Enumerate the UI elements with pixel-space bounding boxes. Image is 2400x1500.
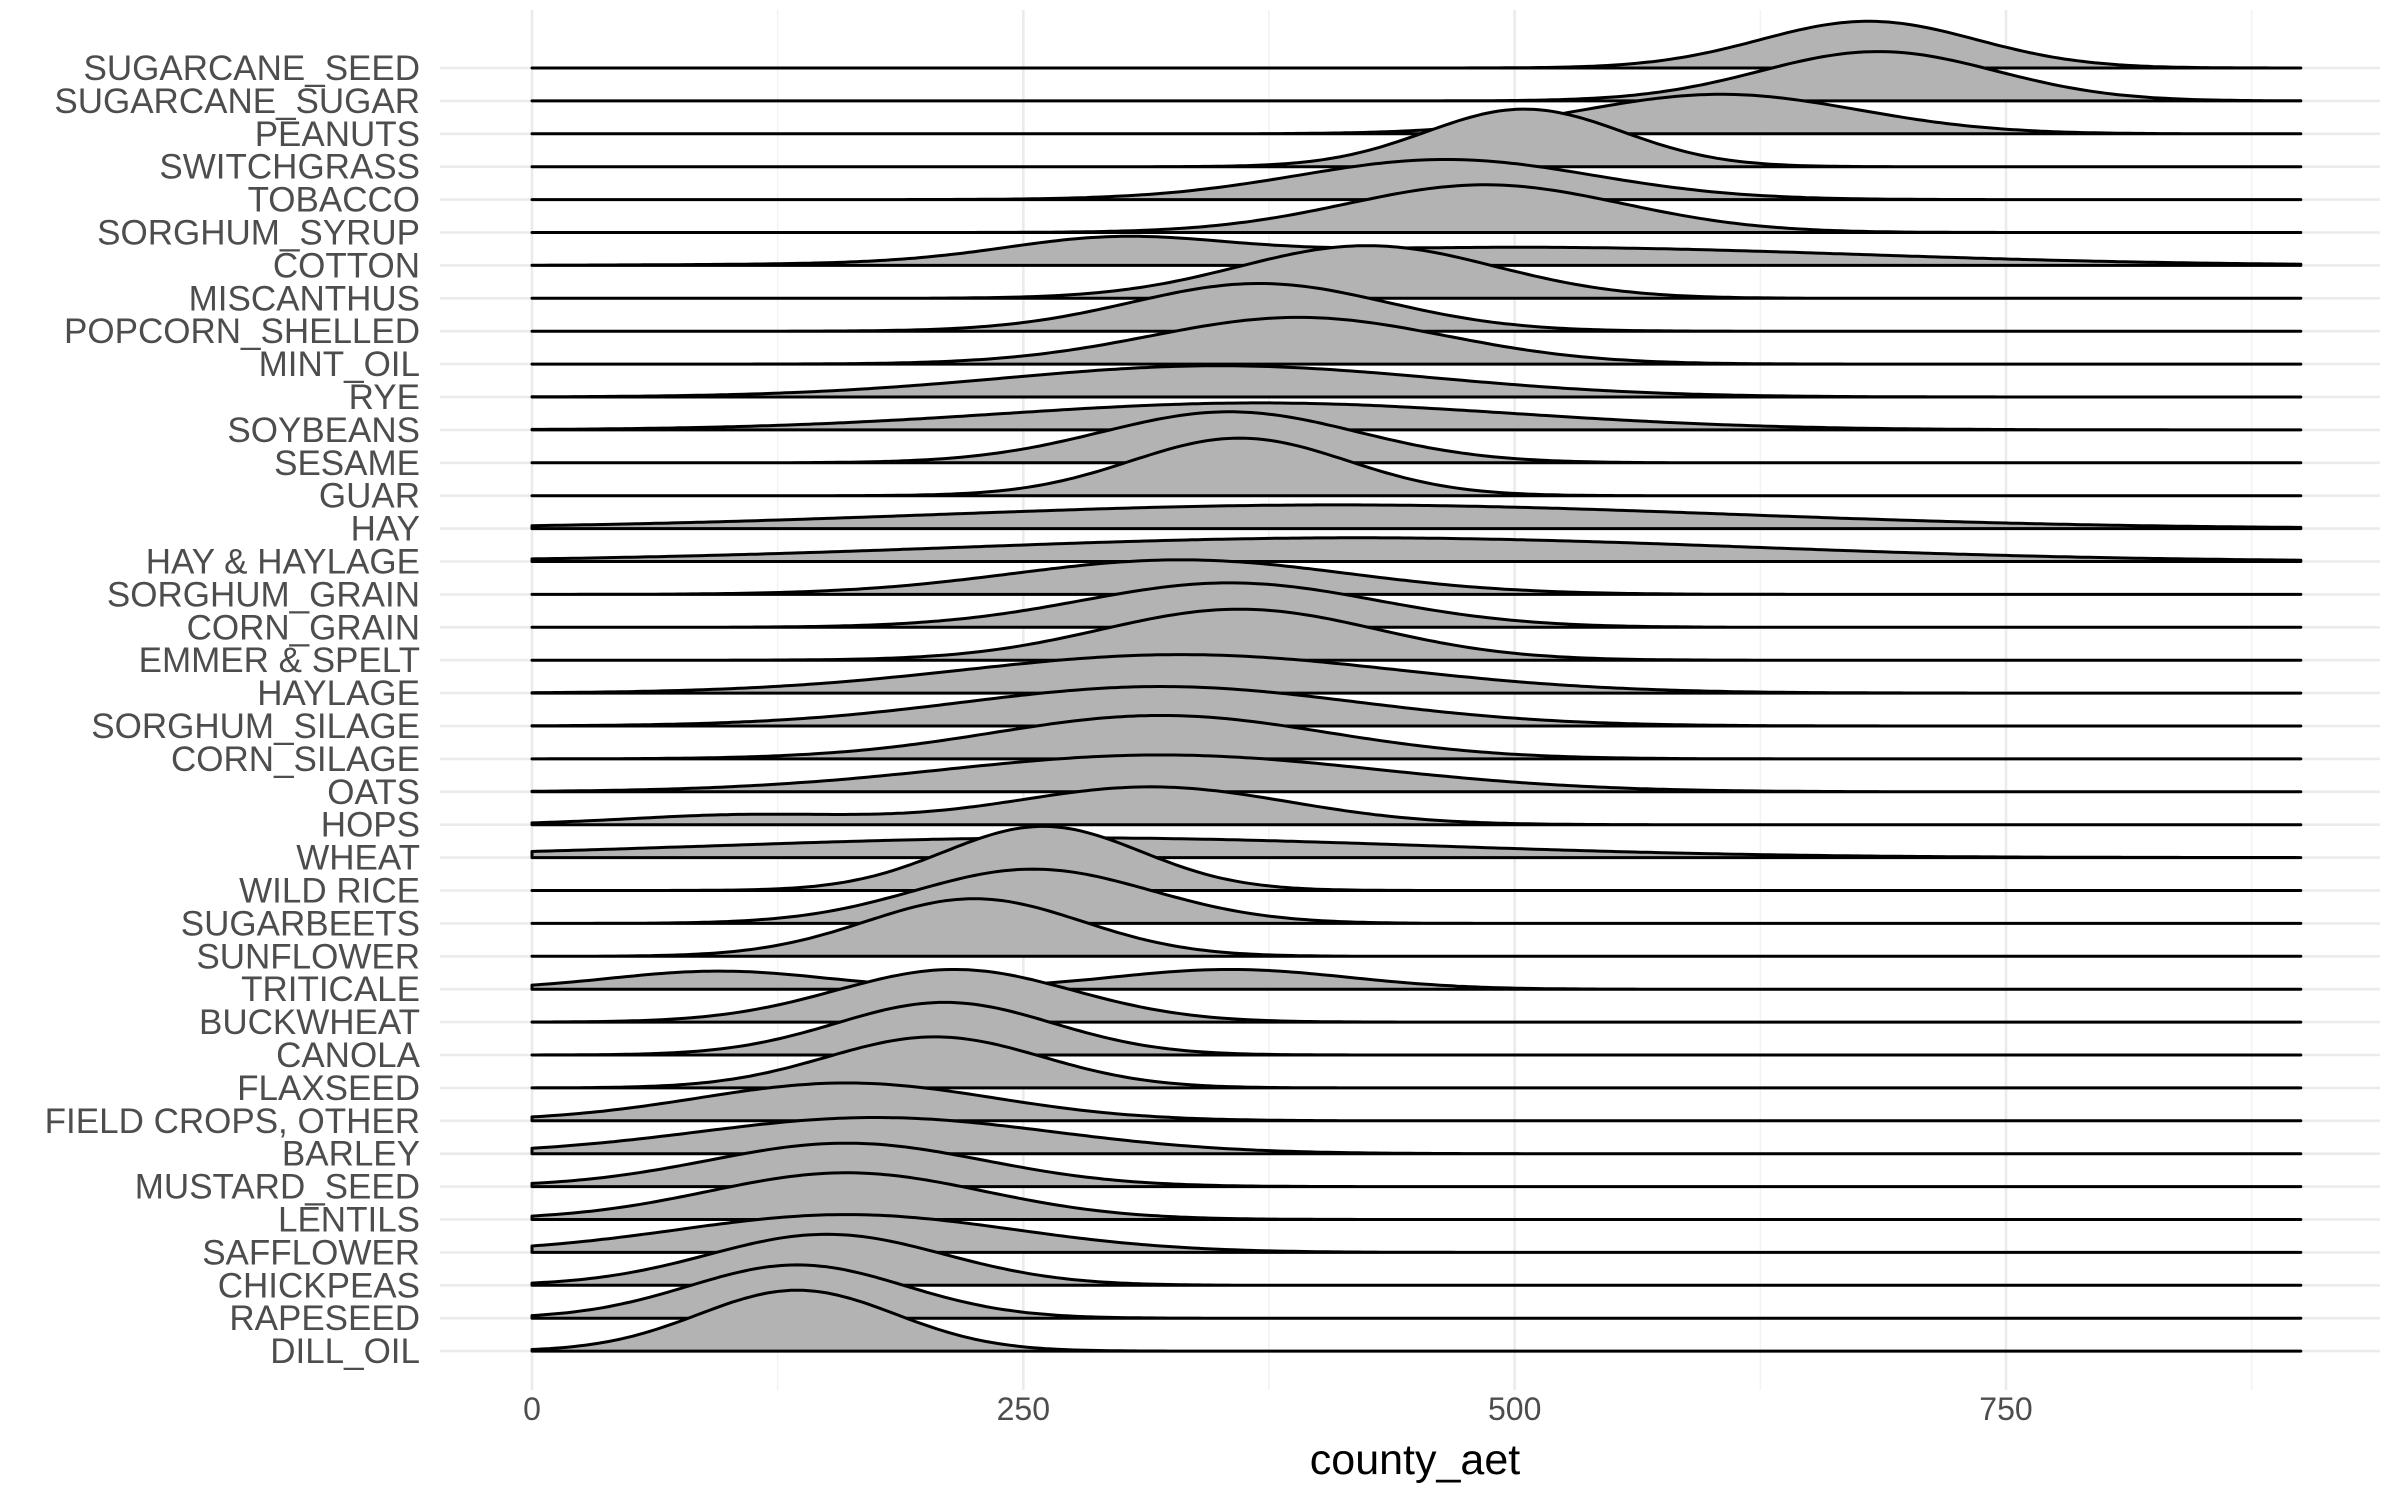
y-label: TRITICALE: [241, 970, 420, 1009]
y-label: MINT_OIL: [259, 345, 420, 384]
x-tick-label: 750: [1979, 1391, 2032, 1427]
y-axis-labels: SUGARCANE_SEEDSUGARCANE_SUGARPEANUTSSWIT…: [45, 49, 421, 1371]
y-label: WILD RICE: [239, 872, 420, 911]
y-label: RYE: [349, 378, 420, 417]
y-label: SORGHUM_GRAIN: [107, 575, 420, 614]
x-tick-label: 0: [523, 1391, 541, 1427]
y-label: SUGARCANE_SEED: [84, 49, 420, 88]
y-label: GUAR: [319, 477, 420, 516]
ridge-rapeseed: [530, 1263, 2303, 1320]
y-label: SOYBEANS: [227, 411, 420, 450]
ridge-hops: [530, 785, 2303, 827]
ridge-sugarcane-seed: [530, 19, 2303, 70]
y-label: HOPS: [321, 806, 420, 845]
y-label: CANOLA: [276, 1036, 421, 1075]
y-label: SUGARCANE_SUGAR: [54, 82, 420, 121]
x-axis-ticks: 0 250 500 750: [523, 1391, 2033, 1427]
y-label: OATS: [327, 773, 420, 812]
ridge-field-crops-other: [530, 1081, 2303, 1123]
y-label: PEANUTS: [255, 115, 420, 154]
x-axis-title: county_aet: [1310, 1436, 1520, 1484]
ridges: [530, 19, 2303, 1353]
y-label: COTTON: [273, 246, 420, 285]
ridge-wheat: [530, 836, 2303, 860]
y-label: TOBACCO: [248, 181, 420, 220]
y-label: HAYLAGE: [257, 674, 420, 713]
y-label: BARLEY: [282, 1135, 420, 1174]
ridge-emmer-spelt: [530, 607, 2303, 662]
y-label: FLAXSEED: [237, 1069, 420, 1108]
ridge-sorghum-grain: [530, 558, 2303, 596]
ridge-corn-silage: [530, 714, 2303, 761]
y-label: SESAME: [274, 444, 420, 483]
x-tick-label: 250: [997, 1391, 1050, 1427]
y-label: POPCORN_SHELLED: [64, 312, 420, 351]
ridge-flaxseed: [530, 1035, 2303, 1090]
ridge-popcorn-shelled: [530, 282, 2303, 333]
y-label: LENTILS: [278, 1201, 420, 1240]
y-label: MUSTARD_SEED: [135, 1168, 420, 1207]
y-label: BUCKWHEAT: [199, 1003, 420, 1042]
y-label: SORGHUM_SYRUP: [97, 214, 420, 253]
ridge-miscanthus: [530, 244, 2303, 300]
ridge-dill-oil: [530, 1288, 2303, 1353]
ridge-triticale: [530, 968, 2303, 991]
ridge-safflower: [530, 1213, 2303, 1254]
ridge-sorghum-syrup: [530, 183, 2303, 234]
ridge-corn-grain: [530, 581, 2303, 629]
ridge-sugarbeets: [530, 867, 2303, 925]
ridge-guar: [530, 436, 2303, 498]
ridge-hay-haylage: [530, 536, 2303, 563]
ridge-sorghum-silage: [530, 685, 2303, 728]
y-label: WHEAT: [296, 839, 420, 878]
ridge-sunflower: [530, 897, 2303, 958]
y-label: MISCANTHUS: [189, 279, 420, 318]
ridge-sugarcane-sugar: [530, 50, 2303, 103]
ridge-hay: [530, 503, 2303, 531]
y-label: SUGARBEETS: [181, 904, 420, 943]
y-label: SORGHUM_SILAGE: [91, 707, 420, 746]
y-label: DILL_OIL: [270, 1332, 420, 1371]
y-label: CORN_SILAGE: [171, 740, 420, 779]
y-label: RAPESEED: [229, 1299, 420, 1338]
ridge-mustard-seed: [530, 1141, 2303, 1189]
x-tick-label: 500: [1488, 1391, 1541, 1427]
y-label: EMMER & SPELT: [139, 641, 420, 680]
ridge-lentils: [530, 1171, 2303, 1221]
ridge-switchgrass: [530, 107, 2303, 169]
y-label: SAFFLOWER: [202, 1233, 420, 1272]
ridge-sesame: [530, 410, 2303, 465]
ridge-soybeans: [530, 401, 2303, 432]
y-label: FIELD CROPS, OTHER: [45, 1102, 420, 1141]
ridge-rye: [530, 364, 2303, 399]
ridge-tobacco: [530, 158, 2303, 202]
y-label: HAY: [351, 510, 420, 549]
y-label: CHICKPEAS: [218, 1266, 420, 1305]
ridge-oats: [530, 753, 2303, 794]
ridge-mint-oil: [530, 315, 2303, 366]
ridge-chickpeas: [530, 1232, 2303, 1287]
y-label: SUNFLOWER: [196, 937, 420, 976]
y-label: HAY & HAYLAGE: [146, 543, 420, 582]
y-label: CORN_GRAIN: [187, 608, 420, 647]
ridge-barley: [530, 1116, 2303, 1156]
ridge-haylage: [530, 653, 2303, 695]
ridge-peanuts: [530, 92, 2303, 136]
y-label: SWITCHGRASS: [159, 148, 420, 187]
